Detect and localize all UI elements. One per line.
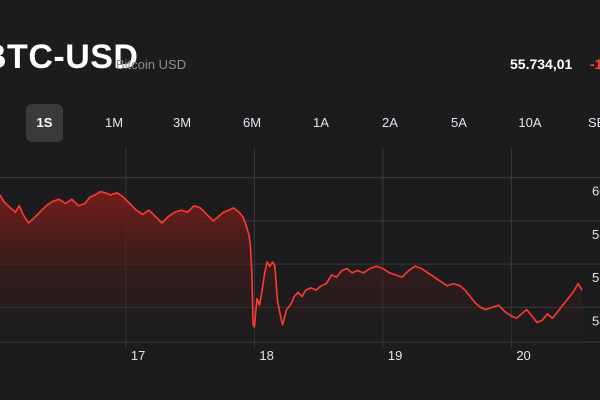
y-tick-label: 60.000 xyxy=(592,184,600,199)
y-tick-label: 58.000 xyxy=(592,227,600,242)
range-tab-10a[interactable]: 10A xyxy=(518,115,542,130)
x-axis-ticks: 17 18 19 20 xyxy=(131,348,531,363)
x-tick-label: 19 xyxy=(388,348,402,363)
range-tab-2a[interactable]: 2A xyxy=(382,115,398,130)
range-tab-sempre[interactable]: SEMPRE xyxy=(588,115,600,130)
range-tab-1m[interactable]: 1M xyxy=(104,115,124,130)
range-tab-3m[interactable]: 3M xyxy=(172,115,192,130)
range-tab-1s[interactable]: 1S xyxy=(26,104,63,142)
price-chart-svg: 17 18 19 20 60.000 58.000 56.000 54.000 xyxy=(0,148,600,363)
current-price: 55.734,01 xyxy=(510,56,573,72)
x-tick-label: 20 xyxy=(516,348,530,363)
x-tick-label: 17 xyxy=(131,348,145,363)
header: BTC-USD Bitcoin USD 55.734,01 -1,45% xyxy=(0,0,600,96)
price-area xyxy=(0,191,582,342)
y-tick-label: 54.000 xyxy=(592,313,600,328)
y-tick-label: 56.000 xyxy=(592,270,600,285)
asset-name: Bitcoin USD xyxy=(116,57,187,72)
price-change: -1,45% xyxy=(590,56,600,72)
range-tab-5a[interactable]: 5A xyxy=(451,115,467,130)
x-tick-label: 18 xyxy=(259,348,273,363)
ticker-symbol: BTC-USD xyxy=(0,38,139,76)
range-tabs: 1S 1M 3M 6M 1A 2A 5A 10A SEMPRE xyxy=(0,104,600,142)
range-tab-1a[interactable]: 1A xyxy=(313,115,329,130)
price-chart: 17 18 19 20 60.000 58.000 56.000 54.000 xyxy=(0,148,600,400)
y-axis-ticks: 60.000 58.000 56.000 54.000 xyxy=(592,184,600,329)
range-tab-6m[interactable]: 6M xyxy=(242,115,262,130)
price-line xyxy=(0,190,583,328)
